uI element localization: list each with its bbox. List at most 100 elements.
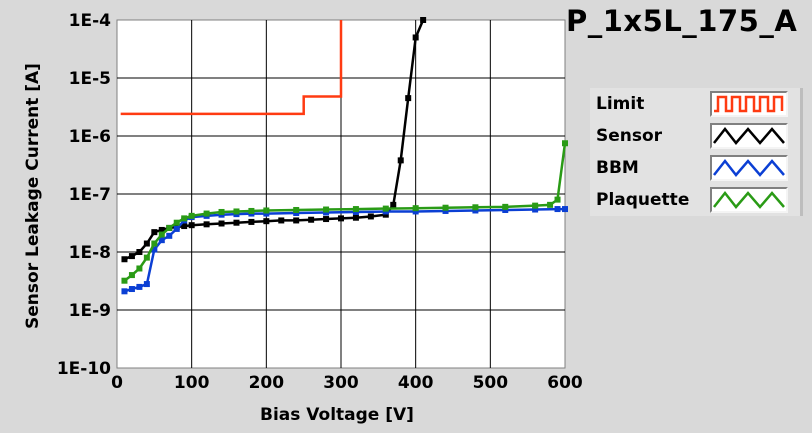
data-point-sensor <box>405 95 412 102</box>
chart-title: P_1x5L_175_A <box>566 4 798 38</box>
series-line-sensor <box>124 19 425 261</box>
data-point-sensor <box>248 218 255 225</box>
data-point-sensor <box>352 214 359 221</box>
data-point-plaquette <box>554 196 561 203</box>
x-tick-label: 0 <box>111 373 123 393</box>
x-tick-label: 300 <box>323 373 359 393</box>
data-point-sensor <box>308 216 315 223</box>
data-point-plaquette <box>293 206 300 213</box>
legend-item-bbm[interactable]: BBM <box>596 154 792 184</box>
data-point-plaquette <box>248 207 255 214</box>
data-point-bbm <box>442 207 449 214</box>
data-point-plaquette <box>143 254 150 261</box>
data-point-sensor <box>203 221 210 228</box>
legend-item-plaquette[interactable]: Plaquette <box>596 186 792 216</box>
y-tick-label: 1E-6 <box>69 127 111 147</box>
data-point-sensor <box>143 240 150 247</box>
series-line-limit <box>120 20 343 116</box>
data-point-plaquette <box>128 272 135 279</box>
legend-label-limit: Limit <box>596 94 645 114</box>
data-point-bbm <box>158 237 165 244</box>
data-point-plaquette <box>547 201 554 208</box>
x-tick-label: 200 <box>249 373 285 393</box>
data-point-sensor <box>293 217 300 224</box>
data-point-plaquette <box>158 231 165 238</box>
y-tick-label: 1E-5 <box>69 69 111 89</box>
data-point-plaquette <box>218 208 225 215</box>
y-tick-label: 1E-10 <box>57 359 111 379</box>
data-point-plaquette <box>472 204 479 211</box>
y-tick-label: 1E-9 <box>69 301 111 321</box>
y-tick-label: 1E-7 <box>69 185 111 205</box>
data-point-bbm <box>143 281 150 288</box>
legend-label-plaquette: Plaquette <box>596 190 690 210</box>
data-point-sensor <box>128 253 135 260</box>
grid-lines <box>117 20 565 368</box>
data-point-plaquette <box>352 206 359 213</box>
data-point-plaquette <box>203 210 210 217</box>
data-point-bbm <box>151 246 158 253</box>
data-point-bbm <box>263 210 270 217</box>
data-point-bbm <box>532 206 539 213</box>
data-point-plaquette <box>562 140 568 147</box>
data-point-bbm <box>562 206 568 213</box>
legend-swatch-bbm <box>710 155 788 181</box>
y-tick-label: 1E-8 <box>69 243 111 263</box>
data-point-sensor <box>181 223 188 230</box>
data-point-sensor <box>233 219 240 226</box>
data-point-bbm <box>136 283 143 290</box>
x-tick-label: 100 <box>174 373 210 393</box>
data-point-sensor <box>278 217 285 224</box>
series-layer <box>120 17 568 295</box>
limit-swatch-icon <box>714 95 784 113</box>
legend-swatch-limit <box>710 91 788 117</box>
data-point-plaquette <box>136 265 143 272</box>
legend-label-bbm: BBM <box>596 158 639 178</box>
data-point-bbm <box>293 210 300 217</box>
data-point-sensor <box>367 213 374 220</box>
x-tick-label: 400 <box>398 373 434 393</box>
data-point-bbm <box>412 208 419 215</box>
legend-item-sensor[interactable]: Sensor <box>596 122 792 152</box>
data-point-sensor <box>218 220 225 227</box>
y-axis-label: Sensor Leakage Current [A] <box>23 63 43 329</box>
data-point-plaquette <box>442 204 449 211</box>
data-point-plaquette <box>121 277 128 284</box>
legend-item-limit[interactable]: Limit <box>596 90 792 120</box>
data-point-plaquette <box>151 240 158 247</box>
data-point-sensor <box>412 34 419 41</box>
bbm-swatch-icon <box>713 158 785 177</box>
x-tick-label: 600 <box>547 373 583 393</box>
data-point-sensor <box>390 201 397 208</box>
legend-swatch-plaquette <box>710 187 788 213</box>
data-point-plaquette <box>233 208 240 215</box>
data-point-plaquette <box>173 219 180 226</box>
data-point-sensor <box>188 222 195 229</box>
data-point-bbm <box>554 206 561 213</box>
sensor-swatch-icon <box>713 126 785 145</box>
data-point-bbm <box>173 225 180 232</box>
y-tick-label: 1E-4 <box>69 11 111 31</box>
data-point-bbm <box>502 206 509 213</box>
x-axis-label: Bias Voltage [V] <box>260 405 414 425</box>
data-point-plaquette <box>382 205 389 212</box>
data-point-sensor <box>158 226 165 233</box>
data-point-plaquette <box>412 205 419 212</box>
legend-label-sensor: Sensor <box>596 126 663 146</box>
tick-labels: 0 100 200 300 400 500 600 1E-10 1E-9 1E-8 1E-7 1E-6… <box>57 11 583 393</box>
data-point-bbm <box>166 232 173 239</box>
data-point-sensor <box>397 157 404 164</box>
data-point-sensor <box>151 229 158 236</box>
data-point-plaquette <box>532 202 539 209</box>
plaquette-swatch-icon <box>713 190 785 209</box>
data-point-plaquette <box>188 212 195 219</box>
data-point-plaquette <box>502 203 509 210</box>
data-point-plaquette <box>166 224 173 231</box>
data-point-sensor <box>382 211 389 218</box>
data-point-bbm <box>121 288 128 295</box>
data-point-sensor <box>323 216 330 223</box>
data-point-bbm <box>128 286 135 293</box>
x-tick-label: 500 <box>473 373 509 393</box>
data-point-plaquette <box>263 207 270 214</box>
data-point-plaquette <box>323 206 330 213</box>
